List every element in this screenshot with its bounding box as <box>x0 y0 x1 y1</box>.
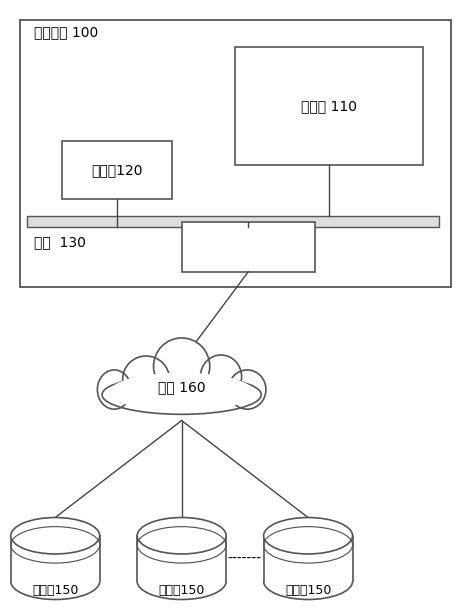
Ellipse shape <box>122 356 170 403</box>
Text: 总线  130: 总线 130 <box>34 235 86 249</box>
Text: 数据库150: 数据库150 <box>158 584 205 597</box>
Text: 计算设备 100: 计算设备 100 <box>34 26 98 40</box>
Ellipse shape <box>154 338 210 395</box>
Ellipse shape <box>137 517 226 554</box>
Text: -------: ------- <box>228 551 262 565</box>
Text: 数据库150: 数据库150 <box>285 584 331 597</box>
Ellipse shape <box>97 370 131 409</box>
Ellipse shape <box>264 517 353 554</box>
Ellipse shape <box>109 373 254 412</box>
Text: 存储器 110: 存储器 110 <box>301 99 357 113</box>
Ellipse shape <box>228 370 266 409</box>
FancyBboxPatch shape <box>264 536 353 581</box>
Ellipse shape <box>200 355 242 398</box>
FancyBboxPatch shape <box>182 222 315 271</box>
Ellipse shape <box>11 517 100 554</box>
Text: 接入设备 140: 接入设备 140 <box>216 240 281 254</box>
Text: 数据库150: 数据库150 <box>32 584 79 597</box>
FancyBboxPatch shape <box>236 47 423 165</box>
FancyBboxPatch shape <box>62 141 172 199</box>
FancyBboxPatch shape <box>11 536 100 581</box>
FancyBboxPatch shape <box>20 20 451 287</box>
FancyBboxPatch shape <box>27 216 439 227</box>
Text: 处理器120: 处理器120 <box>91 163 143 177</box>
Text: 网络 160: 网络 160 <box>158 380 205 394</box>
FancyBboxPatch shape <box>137 536 226 581</box>
Ellipse shape <box>102 375 261 414</box>
